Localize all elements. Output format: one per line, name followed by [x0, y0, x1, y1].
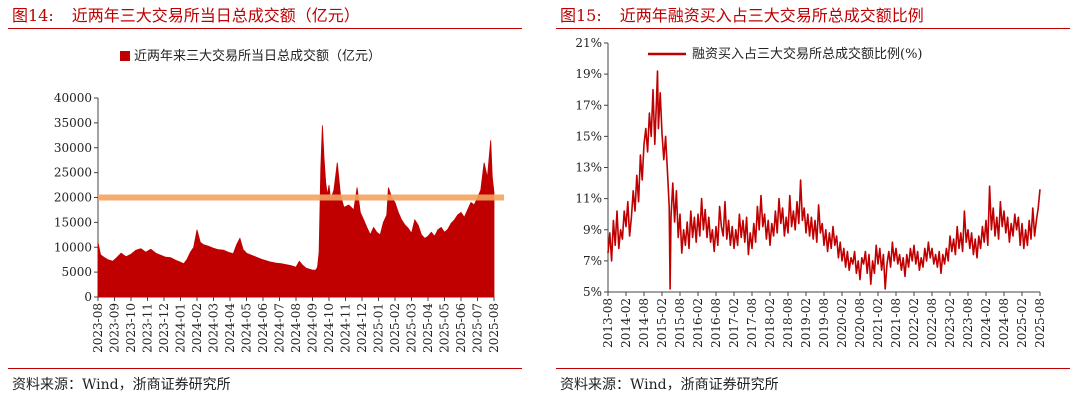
figure-14-chart: 0 5000 10000 15000 20000 25000 30000 35000 40000… — [54, 48, 504, 353]
legend-label: 近两年来三大交易所当日总成交额（亿元） — [134, 48, 381, 64]
x-tick-label: 2024-01 — [174, 303, 188, 353]
y-tick-label: 25000 — [54, 166, 92, 180]
x-tick-label: 2025-08 — [487, 303, 501, 353]
x-tick-label: 2024-02 — [190, 303, 204, 353]
x-tick-label: 2025-04 — [421, 303, 435, 353]
x-tick-label: 2024-11 — [339, 303, 353, 353]
y-tick-label: 9% — [583, 223, 602, 237]
x-tick-label: 2023-12 — [157, 303, 171, 353]
y-tick-label: 35000 — [54, 116, 92, 130]
x-tick-label: 2019-08 — [817, 298, 831, 348]
x-tick-label: 2016-08 — [709, 298, 723, 348]
figure-15-title: 图15: 近两年融资买入占三大交易所总成交额比例 — [560, 2, 924, 26]
series-area — [97, 125, 495, 298]
x-tick-label: 2024-08 — [997, 298, 1011, 348]
x-tick-label: 2025-07 — [471, 303, 485, 353]
x-tick-label: 2024-07 — [273, 303, 287, 353]
y-tick-label: 5% — [583, 285, 602, 299]
x-tick-label: 2023-11 — [141, 303, 155, 353]
y-tick-label: 30000 — [54, 141, 92, 155]
x-tick-label: 2015-08 — [673, 298, 687, 348]
figure-15-chart: 5% 7% 9% 11% 13% 15% 17% 19% 21% 2013-08 2014-02 20… — [575, 36, 1047, 348]
x-tick-label: 2024-06 — [256, 303, 270, 353]
y-tick-label: 13% — [575, 161, 602, 175]
x-tick-label: 2015-02 — [655, 298, 669, 348]
x-tick-label: 2023-09 — [108, 303, 122, 353]
figure-14-top-rule — [8, 28, 522, 29]
y-tick-label: 21% — [575, 36, 602, 50]
y-tick-label: 15% — [575, 129, 602, 143]
figure-14-title: 图14: 近两年三大交易所当日总成交额（亿元） — [12, 2, 360, 26]
figure-15-number: 图15: — [560, 6, 602, 25]
x-tick-label: 2025-02 — [1015, 298, 1029, 348]
x-tick-label: 2024-02 — [979, 298, 993, 348]
x-tick-label: 2021-02 — [871, 298, 885, 348]
x-tick-label: 2023-08 — [961, 298, 975, 348]
y-tick-label: 15000 — [54, 215, 92, 229]
x-tick-label: 2022-08 — [925, 298, 939, 348]
legend-label: 融资买入占三大交易所总成交额比例(%) — [692, 46, 923, 62]
x-tick-label: 2024-10 — [322, 303, 336, 353]
y-tick-label: 5000 — [61, 265, 92, 279]
y-tick-label: 20000 — [54, 191, 92, 205]
x-tick-label: 2024-12 — [355, 303, 369, 353]
x-tick-label: 2023-02 — [943, 298, 957, 348]
x-tick-label: 2024-08 — [289, 303, 303, 353]
x-tick-label: 2014-02 — [619, 298, 633, 348]
x-tick-label: 2024-09 — [306, 303, 320, 353]
y-tick-label: 40000 — [54, 91, 92, 105]
x-tick-label: 2019-02 — [799, 298, 813, 348]
figure-14-caption: 近两年三大交易所当日总成交额（亿元） — [71, 6, 360, 25]
y-tick-label: 0 — [84, 290, 92, 304]
x-tick-label: 2017-08 — [745, 298, 759, 348]
figure-15-bottom-rule — [556, 368, 1070, 369]
series-line — [607, 70, 1041, 290]
x-tick-label: 2023-08 — [91, 303, 105, 353]
x-tick-label: 2025-02 — [388, 303, 402, 353]
x-tick-label: 2021-08 — [889, 298, 903, 348]
x-tick-label: 2013-08 — [601, 298, 615, 348]
x-tick-label: 2024-04 — [223, 303, 237, 353]
y-tick-label: 7% — [583, 254, 602, 268]
figure-15-caption: 近两年融资买入占三大交易所总成交额比例 — [619, 6, 924, 25]
figure-14-panel: 图14: 近两年三大交易所当日总成交额（亿元） 0 5000 10000 15000 20… — [0, 0, 530, 410]
figure-15-source: 资料来源：Wind，浙商证券研究所 — [560, 377, 779, 393]
x-tick-label: 2025-03 — [405, 303, 419, 353]
legend: 近两年来三大交易所当日总成交额（亿元） — [120, 48, 381, 64]
figure-14-bottom-rule — [8, 368, 522, 369]
x-tick-label: 2022-02 — [907, 298, 921, 348]
x-tick-label: 2025-06 — [454, 303, 468, 353]
figure-14-number: 图14: — [12, 6, 54, 25]
figure-15-top-rule — [556, 28, 1070, 29]
x-tick-label: 2025-05 — [438, 303, 452, 353]
y-tick-label: 10000 — [54, 240, 92, 254]
y-tick-label: 11% — [575, 192, 602, 206]
figure-14-source: 资料来源：Wind，浙商证券研究所 — [12, 377, 231, 393]
x-tick-label: 2025-01 — [372, 303, 386, 353]
x-tick-label: 2017-02 — [727, 298, 741, 348]
y-tick-label: 19% — [575, 67, 602, 81]
x-tick-label: 2020-02 — [835, 298, 849, 348]
x-tick-label: 2024-03 — [207, 303, 221, 353]
x-tick-label: 2020-08 — [853, 298, 867, 348]
x-tick-label: 2023-10 — [124, 303, 138, 353]
legend: 融资买入占三大交易所总成交额比例(%) — [648, 46, 923, 62]
x-tick-label: 2016-02 — [691, 298, 705, 348]
x-tick-label: 2025-08 — [1033, 298, 1047, 348]
figure-15-panel: 图15: 近两年融资买入占三大交易所总成交额比例 5% 7% 9% 11% 13% 15% 1… — [548, 0, 1078, 410]
y-tick-label: 17% — [575, 98, 602, 112]
x-tick-label: 2024-05 — [240, 303, 254, 353]
x-tick-label: 2018-08 — [781, 298, 795, 348]
legend-swatch — [120, 51, 130, 61]
x-tick-label: 2018-02 — [763, 298, 777, 348]
x-tick-label: 2014-08 — [637, 298, 651, 348]
